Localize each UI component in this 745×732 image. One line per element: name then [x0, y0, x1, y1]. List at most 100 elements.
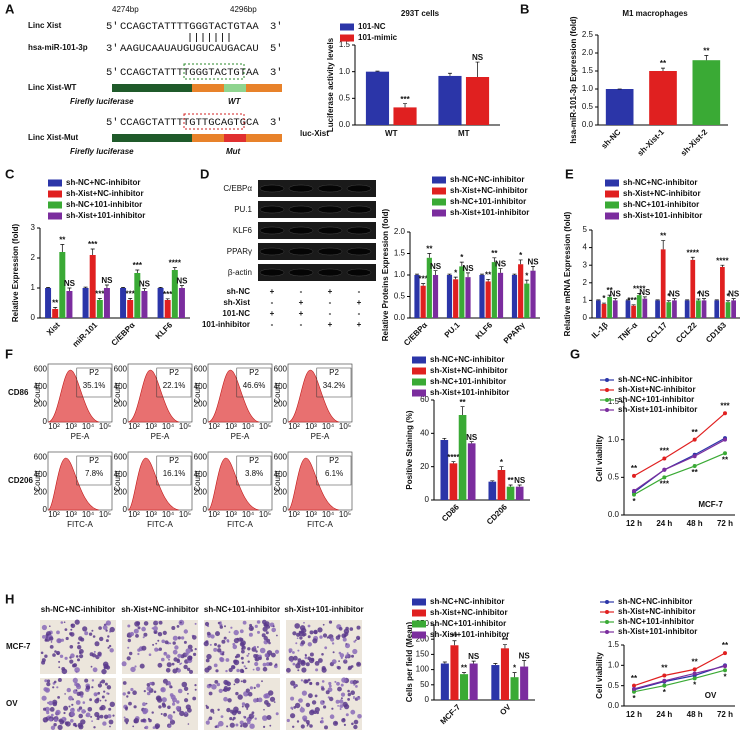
cell [82, 626, 88, 632]
cell [213, 663, 218, 668]
significance-label: * [632, 497, 636, 506]
cell [286, 667, 291, 673]
cell [336, 681, 340, 686]
x-tick-label: 48 h [687, 710, 703, 719]
gate [76, 367, 112, 398]
cell [353, 696, 355, 698]
cell [254, 717, 257, 720]
error-bar [135, 269, 140, 273]
cell [105, 639, 109, 643]
gate [236, 367, 272, 398]
significance-label: *** [95, 290, 105, 299]
significance-label: NS [639, 288, 651, 297]
y-tick-label: 50 [420, 680, 429, 689]
cell [228, 631, 231, 633]
cell [41, 660, 46, 665]
cell [75, 700, 81, 705]
sequence: CCAGCTATTTTGGGTACTGTAA [120, 67, 259, 79]
cell [331, 659, 337, 664]
cell [353, 640, 356, 643]
legend-swatch [340, 23, 354, 31]
y-tick-label: 40 [420, 428, 429, 437]
cell [128, 701, 132, 706]
cell [209, 685, 211, 687]
significance-label: **** [716, 256, 729, 265]
cell [109, 701, 116, 707]
gate-label: P2 [89, 456, 99, 465]
cell [232, 644, 238, 650]
error-bar [637, 293, 642, 296]
significance-label: * [454, 268, 458, 277]
cell [309, 709, 315, 716]
y-tick-label: 2 [583, 278, 588, 287]
cell [61, 668, 68, 675]
error-bar [486, 278, 491, 282]
significance-label: NS [176, 277, 188, 286]
cell [169, 685, 173, 689]
significance-label: * [697, 290, 701, 299]
cell [168, 724, 172, 728]
cell [94, 711, 100, 718]
blot-band [259, 205, 285, 214]
cell [172, 668, 178, 674]
cell [223, 687, 228, 693]
cell [229, 722, 235, 728]
cell [309, 630, 314, 635]
cell [242, 722, 248, 728]
cell [42, 717, 49, 723]
cell [322, 623, 325, 626]
cell [300, 640, 306, 645]
cell [210, 634, 215, 639]
cell [345, 654, 349, 658]
y-tick-label: 1.5 [339, 40, 351, 49]
error-bar [60, 244, 65, 252]
cell [124, 718, 129, 723]
error-bar [90, 248, 95, 255]
cell [74, 667, 80, 673]
cell [163, 651, 167, 655]
cell [127, 691, 131, 695]
cell [99, 699, 102, 702]
cell [192, 696, 197, 701]
cell [102, 661, 109, 668]
column-header: sh-Xist+NC-inhibitor [121, 605, 199, 614]
blot-band-bg [258, 201, 376, 218]
cell [75, 689, 78, 692]
flow-tick: 600 [194, 364, 208, 373]
error-bar [447, 273, 452, 275]
significance-label: * [602, 294, 606, 303]
cell [227, 698, 232, 703]
cell [214, 643, 217, 646]
cell [321, 687, 325, 691]
row-label: CD206 [8, 476, 33, 485]
cell [256, 620, 261, 624]
y-tick-label: 0.0 [394, 313, 406, 322]
error-bar [490, 480, 495, 482]
bar [672, 300, 677, 318]
flow-tick: 10⁴ [162, 510, 175, 519]
cell [320, 720, 324, 724]
cell [85, 685, 91, 690]
error-bar [661, 67, 665, 71]
bar [45, 288, 52, 318]
cell [316, 711, 320, 715]
end: 5' [106, 117, 119, 129]
cell [345, 626, 349, 631]
flow-tick: 10³ [225, 422, 237, 431]
x-tick-label: CCL22 [674, 320, 699, 345]
significance-label: * [500, 458, 504, 467]
condition-label: 101-inhibitor [202, 320, 250, 329]
y-tick-label: 0.5 [582, 102, 594, 111]
y-tick-label: 200 [416, 634, 430, 643]
cell [123, 716, 126, 719]
bar [515, 486, 524, 500]
sign: - [271, 298, 274, 307]
cell [240, 638, 244, 642]
flow-tick: 0 [203, 417, 208, 426]
cell [189, 669, 193, 674]
bar [89, 255, 96, 318]
cell [177, 653, 182, 658]
flow-tick: 10⁴ [162, 422, 175, 431]
cell [252, 668, 255, 671]
cell [340, 697, 343, 700]
